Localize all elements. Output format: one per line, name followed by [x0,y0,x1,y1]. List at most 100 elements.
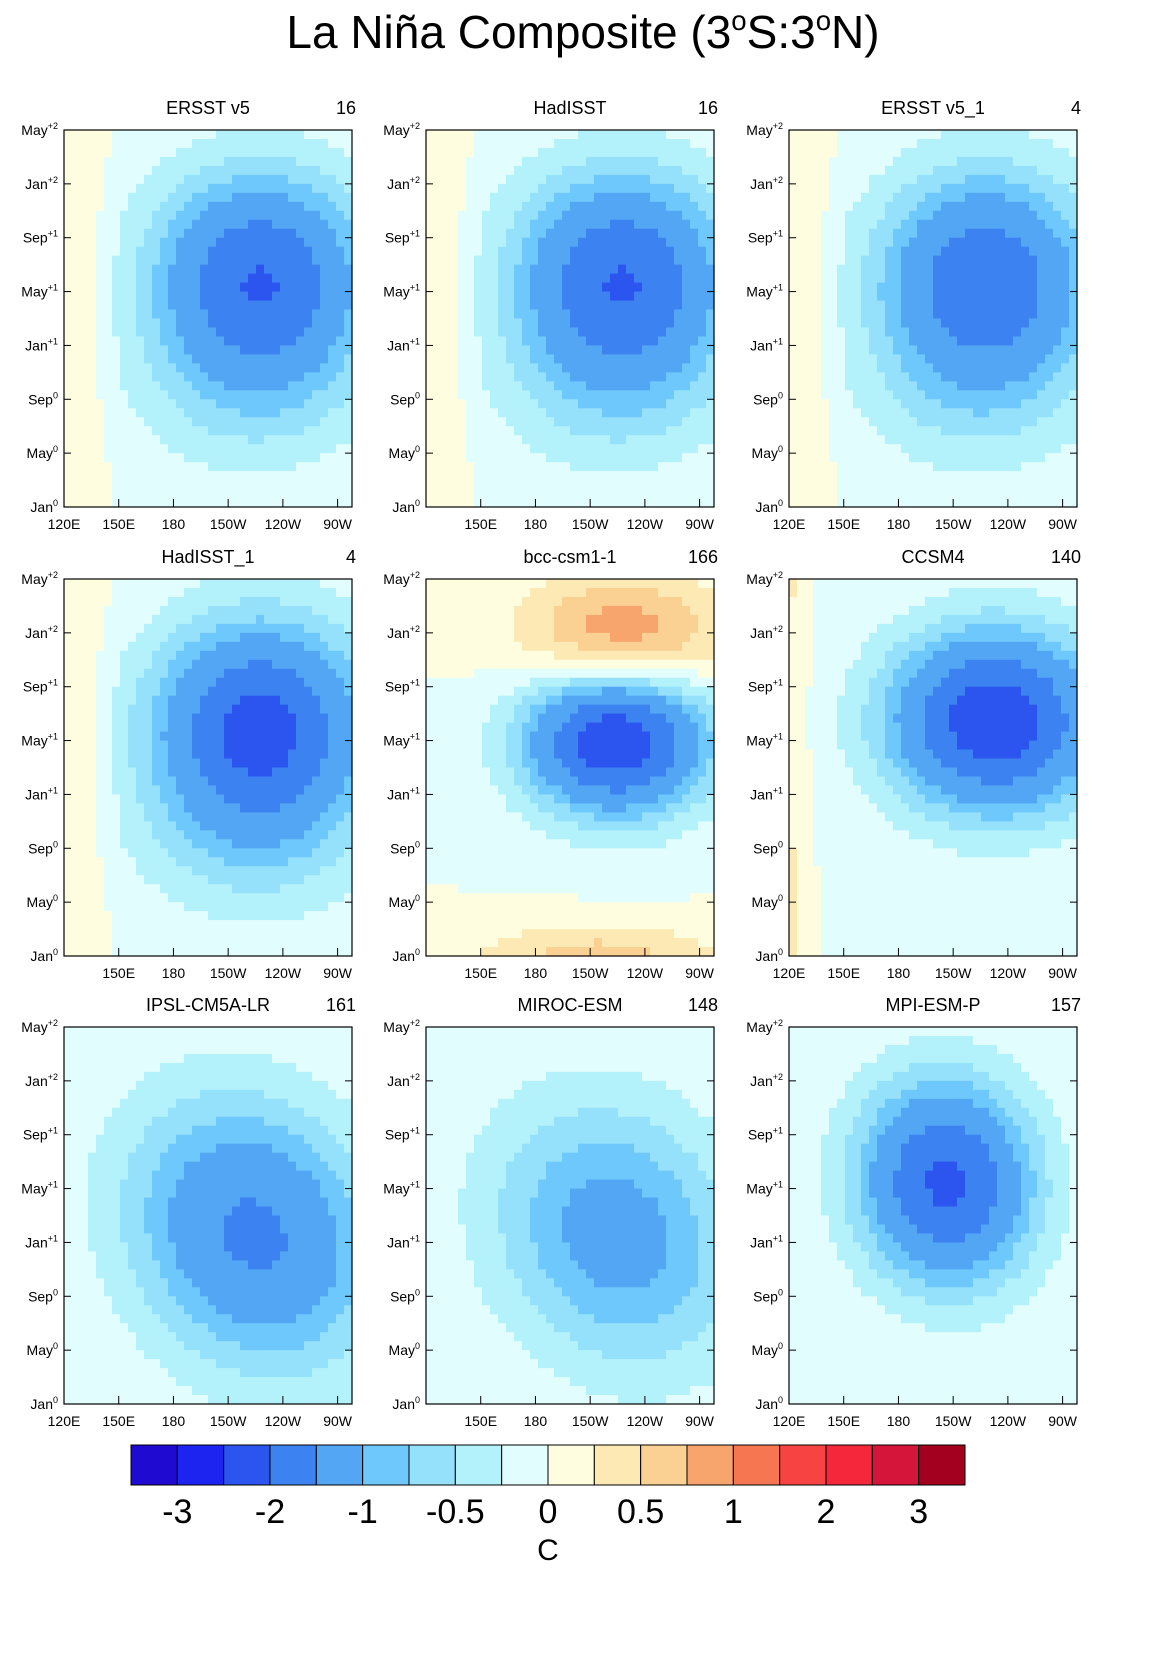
field-cell [498,201,507,212]
field-cell [933,318,942,329]
field-cell [232,147,241,158]
field-cell [618,354,627,364]
field-cell [232,453,241,463]
field-cell [112,632,121,643]
field-cell [80,902,89,912]
field-cell [965,147,974,158]
field-cell [232,417,241,427]
field-cell [240,309,249,320]
field-cell [853,480,862,490]
field-cell [128,300,137,311]
field-cell [328,246,337,257]
field-cell [216,336,225,347]
field-cell [1005,363,1014,373]
field-cell [112,704,121,715]
field-cell [80,659,89,670]
field-cell [925,300,934,311]
field-cell [805,273,814,284]
field-cell [650,372,659,382]
field-cell [320,309,329,320]
field-cell [602,318,611,329]
field-cell [594,264,603,275]
field-cell [837,264,846,275]
field-cell [336,408,345,418]
field-cell [80,489,89,499]
field-cell [957,246,966,257]
field-cell [837,480,846,490]
field-cell [256,471,265,481]
field-cell [965,165,974,176]
field-cell [514,138,523,149]
field-cell [112,498,121,508]
field-cell [184,336,193,347]
field-cell [280,417,289,427]
field-cell [933,471,942,481]
field-cell [626,228,635,239]
field-cell [232,201,241,212]
field-cell [1037,417,1046,427]
field-cell [112,857,121,867]
field-cell [72,462,81,472]
field-cell [104,758,113,769]
field-cell [546,336,555,347]
field-cell [80,704,89,715]
field-cell [626,138,635,149]
field-cell [666,273,675,284]
field-cell [434,471,443,481]
field-cell [698,255,707,266]
field-cell [176,264,185,275]
field-cell [530,282,539,293]
field-cell [458,237,467,248]
field-cell [1061,300,1070,311]
field-cell [88,641,97,652]
field-cell [674,165,683,176]
field-cell [538,390,547,400]
field-cell [570,336,579,347]
field-cell [506,318,515,329]
field-cell [120,812,129,822]
field-cell [514,237,523,248]
field-cell [1069,210,1078,221]
field-cell [176,291,185,302]
field-cell [256,372,265,382]
field-cell [176,372,185,382]
field-cell [72,399,81,409]
field-cell [96,650,105,661]
field-cell [248,246,257,257]
field-cell [610,183,619,194]
field-cell [240,246,249,257]
field-cell [666,462,675,472]
field-cell [658,165,667,176]
field-cell [498,372,507,382]
field-cell [96,138,105,149]
field-cell [112,641,121,652]
field-cell [144,372,153,382]
field-cell [925,462,934,472]
field-cell [248,192,257,203]
field-cell [909,165,918,176]
field-cell [522,408,531,418]
field-cell [917,237,926,248]
field-cell [312,165,321,176]
field-cell [642,453,651,463]
field-cell [450,462,459,472]
field-cell [618,165,627,176]
field-cell [877,453,886,463]
field-cell [957,130,966,140]
field-cell [578,156,587,167]
field-cell [586,174,595,185]
field-cell [208,345,217,356]
field-cell [997,453,1006,463]
field-cell [1037,453,1046,463]
field-cell [450,183,459,194]
field-cell [877,381,886,391]
field-cell [232,408,241,418]
field-cell [805,130,814,140]
field-cell [506,327,515,338]
field-cell [490,192,499,203]
field-cell [96,273,105,284]
field-cell [328,309,337,320]
field-cell [885,130,894,140]
field-cell [88,130,97,140]
field-cell [1037,435,1046,445]
